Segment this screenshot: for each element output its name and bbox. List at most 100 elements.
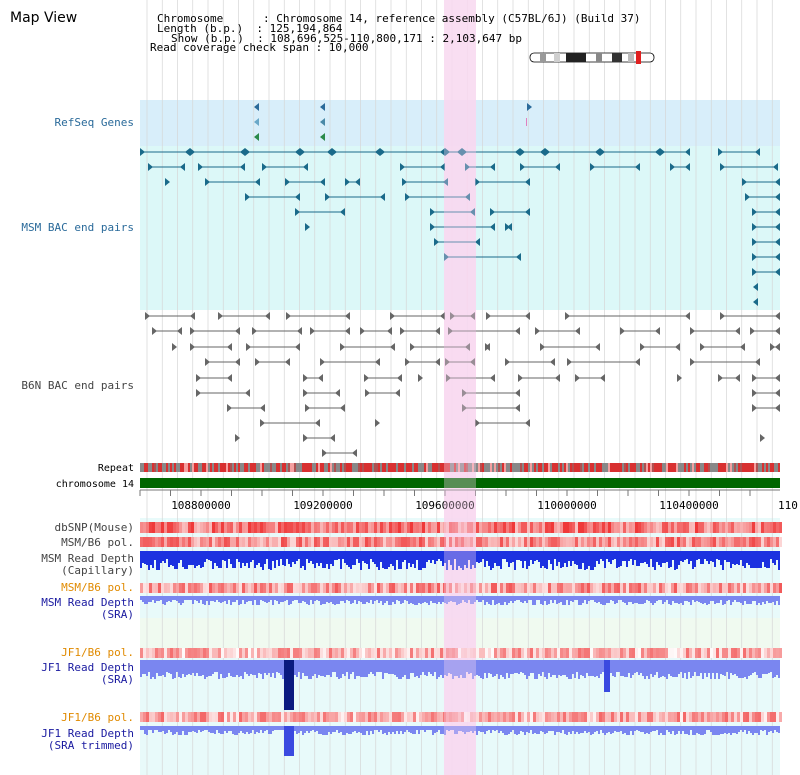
jf1-trimmed-depth-bar <box>346 726 348 733</box>
msm-capillary-depth-bar <box>240 551 242 568</box>
dbsnp-cell <box>614 522 617 533</box>
dbsnp-cell <box>467 522 470 533</box>
repeat-block <box>182 463 184 472</box>
jf1-sra-depth-bar <box>472 660 474 679</box>
msm-b6-pol-cell <box>473 583 476 593</box>
msm-capillary-depth-bar <box>582 551 584 563</box>
msm-b6-pol-cell <box>149 583 152 593</box>
msm-sra-depth-bar <box>676 596 678 603</box>
jf1-b6-pol-cell <box>584 648 587 658</box>
msm-sra-depth-bar <box>408 596 410 604</box>
repeat-block <box>216 463 218 472</box>
jf1-b6-pol-cell <box>641 712 644 722</box>
jf1-trimmed-depth-bar <box>406 726 408 730</box>
jf1-b6-pol-cell <box>296 712 299 722</box>
repeat-block <box>572 463 574 472</box>
msm-capillary-depth-bar <box>758 551 760 568</box>
msm-b6-pol-cell <box>530 537 533 547</box>
jf1-trimmed-depth-bar <box>224 726 226 731</box>
jf1-b6-pol-cell <box>419 648 422 658</box>
msm-capillary-depth-bar <box>502 551 504 559</box>
msm-b6-pol-cell <box>377 537 380 547</box>
jf1-sra-depth-bar <box>384 660 386 673</box>
msm-sra-depth-bar <box>282 596 284 602</box>
msm-sra-depth-bar <box>590 596 592 600</box>
msm-sra-depth-bar <box>270 596 272 600</box>
repeat-block <box>688 463 690 472</box>
msm-b6-pol-cell <box>734 537 737 547</box>
msm-sra-depth-bar <box>436 596 438 604</box>
jf1-trimmed-depth-bar <box>300 726 302 731</box>
jf1-sra-depth-bar <box>528 660 530 676</box>
msm-b6-pol-cell <box>647 583 650 593</box>
jf1-sra-depth-bar <box>692 660 694 676</box>
jf1-trimmed-depth-bar <box>452 726 454 730</box>
msm-b6-pol-cell <box>263 537 266 547</box>
msm-b6-pol-cell <box>338 537 341 547</box>
msm-b6-pol-cell <box>452 583 455 593</box>
jf1-sra-depth-bar <box>744 660 746 677</box>
jf1-sra-depth-bar <box>338 660 340 679</box>
repeat-block <box>164 463 166 472</box>
jf1-b6-pol-cell <box>497 712 500 722</box>
jf1-trimmed-depth-bar <box>446 726 448 730</box>
repeat-block <box>462 463 464 472</box>
dbsnp-cell <box>425 522 428 533</box>
repeat-block <box>652 463 654 472</box>
jf1-sra-depth-bar <box>512 660 514 674</box>
jf1-sra-depth-bar <box>198 660 200 676</box>
jf1-b6-pol-cell <box>593 712 596 722</box>
repeat-block <box>694 463 696 472</box>
jf1-sra-depth-bar <box>700 660 702 673</box>
jf1-trimmed-depth-bar <box>170 726 172 732</box>
jf1-b6-pol-cell <box>470 712 473 722</box>
jf1-sra-depth-bar <box>598 660 600 678</box>
jf1-trimmed-depth-bar <box>332 726 334 732</box>
jf1-b6-pol-cell <box>212 648 215 658</box>
jf1-trimmed-depth-bar <box>712 726 714 735</box>
msm-capillary-depth-bar <box>658 551 660 565</box>
msm-sra-depth-bar <box>478 596 480 602</box>
msm-b6-pol-cell <box>680 537 683 547</box>
msm-bac-end <box>380 193 385 201</box>
b6n-bac-end <box>550 358 555 366</box>
msm-b6-pol-cell <box>140 583 143 593</box>
jf1-b6-pol-cell <box>158 712 161 722</box>
jf1-b6-pol-cell <box>512 648 515 658</box>
repeat-block <box>718 463 720 472</box>
repeat-block <box>274 463 276 472</box>
jf1-sra-depth-bar <box>670 660 672 676</box>
dbsnp-cell <box>764 522 767 533</box>
msm-capillary-depth-bar <box>688 551 690 564</box>
chromosome-ideogram[interactable] <box>529 51 655 64</box>
repeat-block <box>430 463 432 472</box>
jf1-trimmed-depth-bar <box>348 726 350 734</box>
repeat-block <box>734 463 736 472</box>
jf1-sra-depth-bar <box>438 660 440 677</box>
jf1-b6-pol-cell <box>665 712 668 722</box>
b6n-bac-end <box>303 434 308 442</box>
msm-sra-depth-bar <box>402 596 404 603</box>
msm-sra-depth-bar <box>616 596 618 603</box>
jf1-b6-pol-cell <box>545 648 548 658</box>
jf1-sra-depth-bar <box>664 660 666 677</box>
dbsnp-cell <box>326 522 329 533</box>
msm-capillary-depth-bar <box>202 551 204 567</box>
jf1-trimmed-depth-bar <box>334 726 336 732</box>
msm-sra-depth-bar <box>340 596 342 601</box>
axis-tick-label: 110400000 <box>659 499 719 512</box>
dbsnp-cell <box>743 522 746 533</box>
msm-sra-depth-bar <box>298 596 300 603</box>
jf1-trimmed-depth-bar <box>538 726 540 734</box>
repeat-block <box>366 463 368 472</box>
jf1-b6-pol-cell <box>677 648 680 658</box>
msm-sra-depth-bar <box>532 596 534 605</box>
msm-sra-depth-bar <box>368 596 370 603</box>
dbsnp-cell <box>380 522 383 533</box>
b6n-bac-end <box>490 374 495 382</box>
jf1-b6-pol-cell <box>140 648 143 658</box>
msm-b6-pol-cell <box>410 583 413 593</box>
msm-b6-pol-cell <box>293 583 296 593</box>
repeat-block <box>600 463 602 472</box>
